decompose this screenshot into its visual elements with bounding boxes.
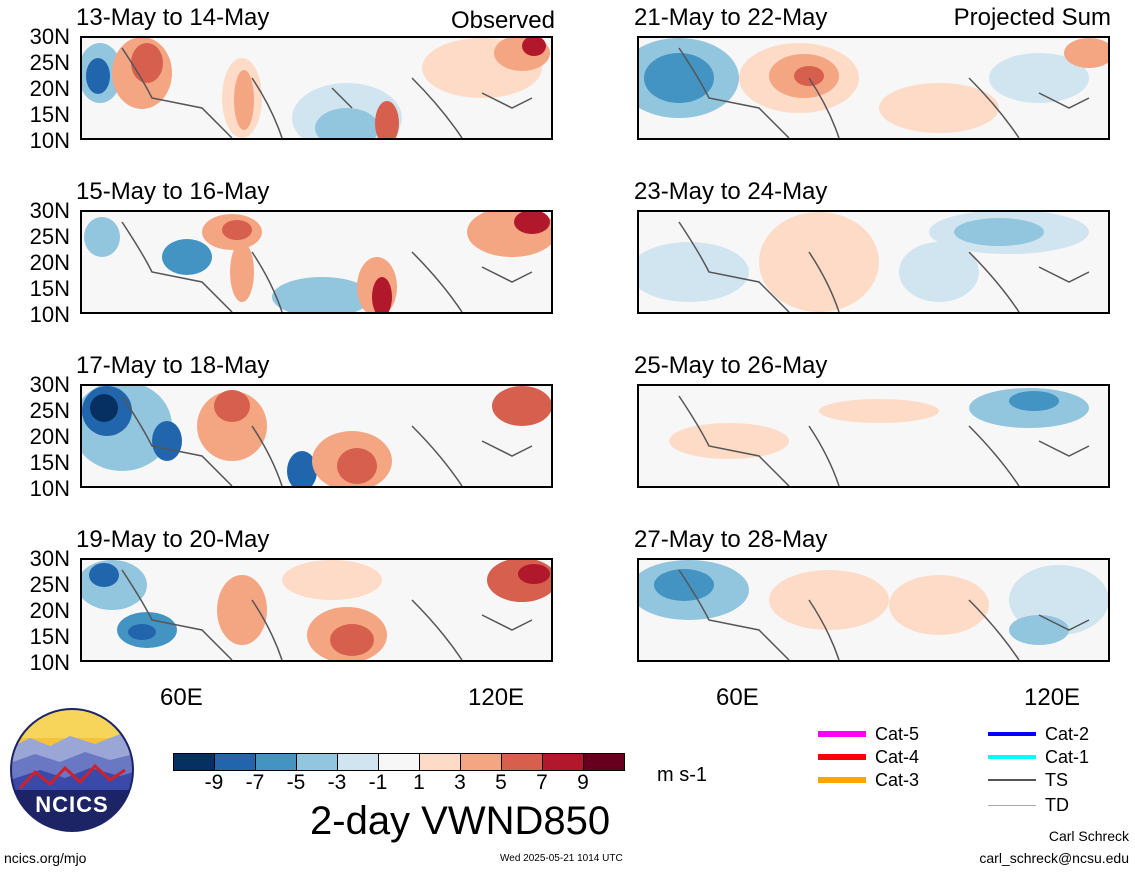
colorbar-tick-label: -1 xyxy=(368,771,388,794)
colorbar-tick-label: 5 xyxy=(495,771,507,794)
map-panel-observed-1 xyxy=(80,36,553,140)
lat-label: 15N xyxy=(29,450,70,475)
panel-title: 25-May to 26-May xyxy=(634,352,828,379)
panel-title: 15-May to 16-May xyxy=(76,178,270,205)
colorbar-tick-label: -9 xyxy=(204,771,224,794)
legend-label: Cat-2 xyxy=(1045,724,1090,744)
lat-label: 30N xyxy=(29,546,70,571)
legend-label: Cat-4 xyxy=(875,747,920,767)
map-panel-projected-1 xyxy=(637,36,1110,140)
legend-swatch xyxy=(988,755,1036,759)
lat-label: 15N xyxy=(29,102,70,127)
colorbar-tick-label: 7 xyxy=(536,771,548,794)
ncics-logo: NCICS xyxy=(10,708,134,832)
legend-swatch xyxy=(988,779,1036,781)
colorbar-tick-label: 1 xyxy=(413,771,425,794)
lat-label: 30N xyxy=(29,24,70,49)
lat-label: 10N xyxy=(29,302,70,327)
panel-title: 21-May to 22-May xyxy=(634,4,828,31)
lat-label: 25N xyxy=(29,398,70,423)
colorbar-swatch xyxy=(255,753,297,771)
map-panel-observed-4 xyxy=(80,558,553,662)
colorbar-swatch xyxy=(296,753,338,771)
colorbar-swatch xyxy=(583,753,625,771)
lat-label: 10N xyxy=(29,650,70,675)
lat-label: 20N xyxy=(29,598,70,623)
lat-label: 25N xyxy=(29,572,70,597)
colorbar-swatch xyxy=(542,753,584,771)
colorbar-swatch xyxy=(214,753,256,771)
footer-timestamp: Wed 2025-05-21 1014 UTC xyxy=(500,853,623,864)
legend-swatch xyxy=(988,804,1036,806)
colorbar-swatch xyxy=(501,753,543,771)
panel-tag-projected: Projected Sum xyxy=(953,4,1111,31)
lat-label: 20N xyxy=(29,424,70,449)
colorbar-tick-label: -5 xyxy=(286,771,306,794)
panel-title: 27-May to 28-May xyxy=(634,526,828,553)
colorbar-swatch xyxy=(460,753,502,771)
legend-label: Cat-3 xyxy=(875,770,920,790)
panel-title: 23-May to 24-May xyxy=(634,178,828,205)
lat-label: 30N xyxy=(29,198,70,223)
legend-label: Cat-5 xyxy=(875,724,920,744)
lon-label: 60E xyxy=(716,684,759,711)
lon-label: 120E xyxy=(1024,684,1081,711)
legend-swatch xyxy=(988,732,1036,736)
colorbar-tick-label: 3 xyxy=(454,771,466,794)
lat-label: 15N xyxy=(29,276,70,301)
legend-swatch xyxy=(818,754,866,760)
lon-label: 120E xyxy=(468,684,525,711)
footer-url: ncics.org/mjo xyxy=(4,850,87,866)
footer-author: Carl Schreck xyxy=(1048,828,1129,844)
colorbar-swatch xyxy=(419,753,461,771)
panel-title: 13-May to 14-May xyxy=(76,4,270,31)
map-panel-projected-4 xyxy=(637,558,1110,662)
lon-label: 60E xyxy=(160,684,203,711)
lat-label: 20N xyxy=(29,250,70,275)
logo-text: NCICS xyxy=(35,792,109,817)
legend-label: TD xyxy=(1045,795,1069,815)
lat-label: 30N xyxy=(29,372,70,397)
lat-label: 10N xyxy=(29,476,70,501)
colorbar-tick-label: 9 xyxy=(577,771,589,794)
lat-label: 20N xyxy=(29,76,70,101)
colorbar-tick-label: -7 xyxy=(245,771,265,794)
map-panel-observed-3 xyxy=(80,384,553,488)
colorbar-swatch xyxy=(378,753,420,771)
legend-swatch xyxy=(818,731,866,737)
legend-label: Cat-1 xyxy=(1045,747,1090,767)
panel-title: 17-May to 18-May xyxy=(76,352,270,379)
lat-label: 25N xyxy=(29,50,70,75)
legend-swatch xyxy=(818,777,866,783)
legend-label: TS xyxy=(1045,770,1069,790)
colorbar-tick-label: -3 xyxy=(327,771,347,794)
colorbar-swatch xyxy=(337,753,379,771)
panel-title: 19-May to 20-May xyxy=(76,526,270,553)
panel-tag-observed: Observed xyxy=(450,7,555,34)
map-panel-projected-3 xyxy=(637,384,1110,488)
map-panel-observed-2 xyxy=(80,210,553,314)
lat-label: 15N xyxy=(29,624,70,649)
map-panel-projected-2 xyxy=(637,210,1110,314)
lat-label: 10N xyxy=(29,128,70,153)
colorbar-units: m s-1 xyxy=(657,764,707,786)
colorbar-swatch xyxy=(173,753,215,771)
footer-email: carl_schreck@ncsu.edu xyxy=(979,850,1129,866)
figure-title: 2-day VWND850 xyxy=(310,799,611,843)
lat-label: 25N xyxy=(29,224,70,249)
